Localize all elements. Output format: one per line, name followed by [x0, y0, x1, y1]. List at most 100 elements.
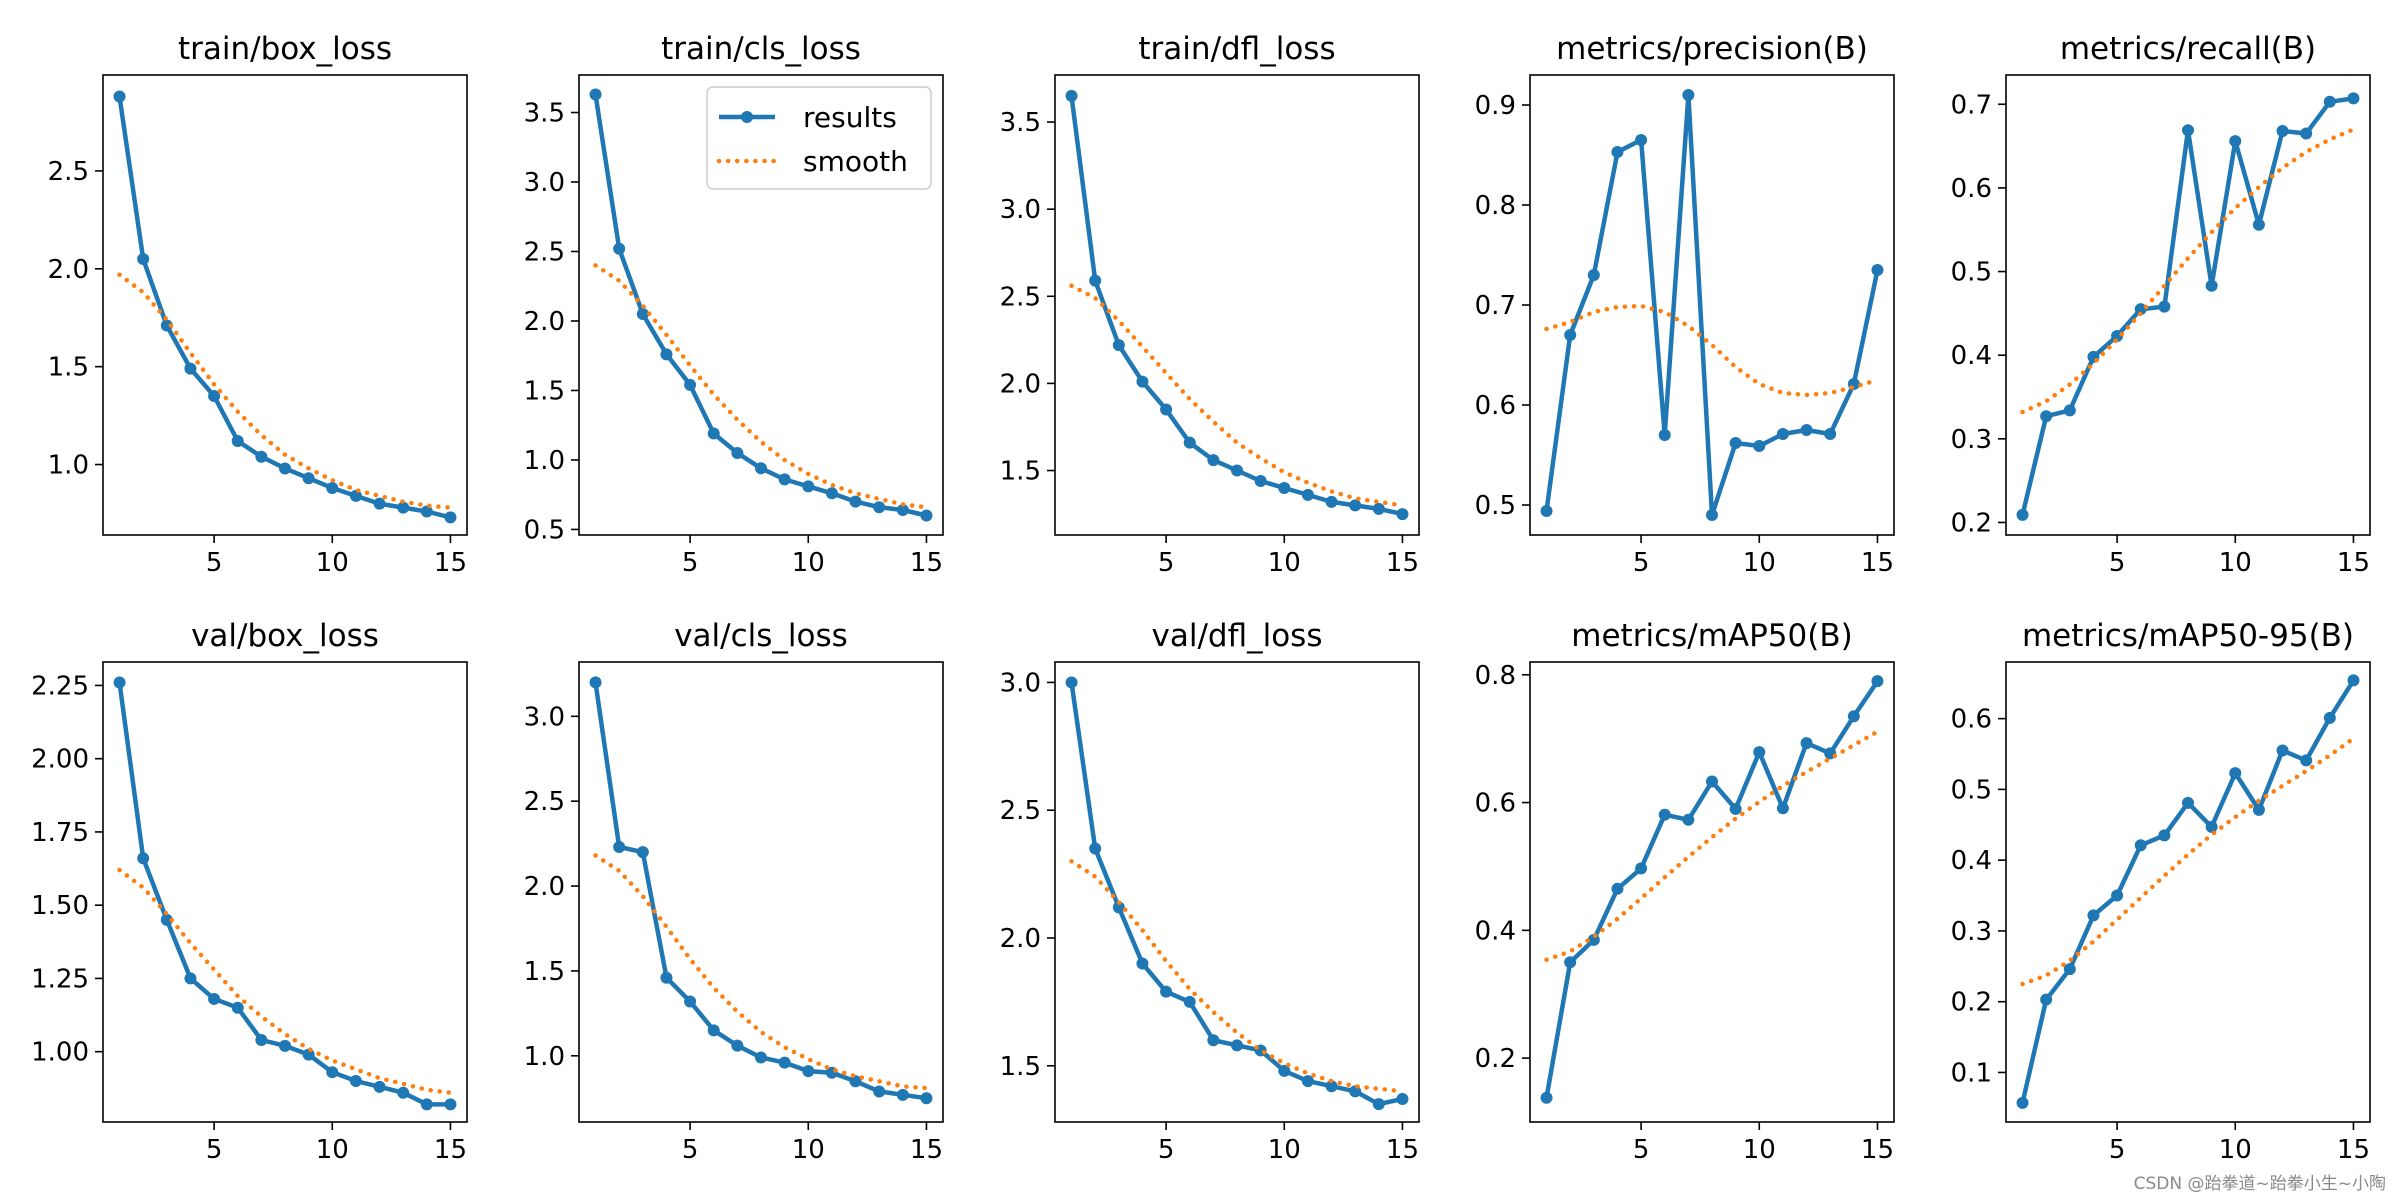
results-point — [1325, 495, 1338, 508]
y-tick-label: 2.5 — [524, 787, 565, 817]
x-tick-label: 5 — [1158, 548, 1175, 578]
y-tick-label: 0.4 — [1475, 916, 1516, 946]
subplot-train-box-loss: train/box_loss 5 10 15 1.0 1.5 2.0 2.5 — [48, 31, 468, 578]
axes-frame — [2005, 74, 2371, 536]
y-tick-label: 1.0 — [524, 1042, 565, 1072]
results-point — [2134, 839, 2147, 852]
results-point — [2016, 1096, 2029, 1109]
axes-frame — [578, 74, 944, 536]
axes-frame — [578, 661, 944, 1123]
results-point — [660, 348, 673, 361]
results-point — [420, 1098, 433, 1111]
smooth-series-line — [1069, 859, 1405, 1094]
legend: results smooth — [706, 86, 932, 190]
results-point — [160, 319, 173, 332]
x-tick-label: 10 — [316, 1135, 349, 1165]
results-point — [1564, 956, 1577, 969]
subplot-title: val/dfl_loss — [1152, 618, 1323, 654]
subplot-title: val/cls_loss — [674, 618, 848, 654]
x-tick-label: 5 — [682, 548, 699, 578]
x-tick-label: 10 — [316, 548, 349, 578]
x-tick-label: 15 — [1861, 1135, 1894, 1165]
results-point — [1183, 995, 1196, 1008]
results-point — [802, 480, 815, 493]
y-tick-label: 2.0 — [524, 307, 565, 337]
results-point — [1278, 481, 1291, 494]
results-point — [1540, 1091, 1553, 1104]
results-point — [849, 1075, 862, 1088]
y-tick-label: 1.5 — [1000, 1052, 1041, 1082]
y-tick-label: 2.25 — [31, 671, 89, 701]
y-tick-label: 1.75 — [31, 818, 89, 848]
results-point — [1254, 474, 1267, 487]
results-point — [920, 1092, 933, 1105]
axes-frame — [102, 661, 468, 1123]
y-tick-label: 0.3 — [1951, 917, 1992, 947]
x-tick-label: 10 — [2219, 1135, 2252, 1165]
smooth-series-line — [1544, 303, 1880, 398]
axes-frame — [1529, 661, 1895, 1123]
results-point — [2276, 744, 2289, 757]
subplot-train-cls-loss: train/cls_loss 5 10 15 0.5 1.0 1.5 2.0 2.5 3.0 3.5… — [524, 31, 944, 578]
y-tick-label: 0.2 — [1951, 988, 1992, 1018]
smooth-series-line — [593, 263, 929, 510]
y-tick-label: 0.4 — [1951, 341, 1992, 371]
y-tick-label: 2.5 — [524, 237, 565, 267]
results-point — [636, 846, 649, 859]
y-tick-label: 0.4 — [1951, 846, 1992, 876]
results-point — [1065, 89, 1078, 102]
results-point — [2347, 674, 2360, 687]
results-point — [208, 390, 221, 403]
results-point — [1112, 901, 1125, 914]
results-point — [2347, 92, 2360, 105]
smooth-series-line — [1544, 729, 1880, 962]
results-point — [1183, 436, 1196, 449]
results-point — [1635, 134, 1648, 146]
x-tick-label: 10 — [1268, 548, 1301, 578]
results-point — [1136, 375, 1149, 388]
results-point — [1753, 440, 1766, 452]
results-point — [660, 971, 673, 984]
results-point — [1112, 339, 1125, 352]
results-point — [589, 88, 602, 101]
y-tick-label: 0.2 — [1475, 1044, 1516, 1074]
results-point — [2252, 218, 2265, 231]
results-point — [707, 1024, 720, 1037]
x-tick-label: 10 — [1743, 548, 1776, 578]
results-point — [1396, 508, 1409, 521]
subplot-title: metrics/mAP50-95(B) — [2022, 618, 2354, 654]
results-point — [326, 482, 339, 495]
y-tick-label: 0.6 — [1951, 174, 1992, 204]
y-tick-label: 1.5 — [524, 376, 565, 406]
x-tick-label: 10 — [1268, 1135, 1301, 1165]
results-series-line — [1544, 92, 1880, 518]
results-point — [184, 362, 197, 375]
x-tick-label: 15 — [2337, 1135, 2370, 1165]
subplot-train-dfl-loss: train/dfl_loss 5 10 15 1.5 2.0 2.5 3.0 3.5 — [1000, 31, 1420, 578]
results-point — [420, 505, 433, 518]
watermark: CSDN @跆拳道~跆拳小生~小陶 — [2133, 1174, 2386, 1194]
results-point — [1089, 274, 1102, 287]
y-tick-label: 0.9 — [1475, 91, 1516, 121]
results-point — [802, 1065, 815, 1078]
x-tick-label: 5 — [1633, 548, 1650, 578]
y-tick-label: 1.25 — [31, 964, 89, 994]
results-point — [349, 1074, 362, 1087]
smooth-series-line — [2020, 736, 2356, 987]
results-point — [1396, 1093, 1409, 1105]
results-point — [1540, 505, 1553, 517]
results-point — [2016, 508, 2029, 521]
results-point — [279, 1039, 291, 1052]
results-point — [920, 509, 933, 522]
results-point — [2229, 767, 2242, 780]
x-tick-label: 10 — [2219, 548, 2252, 578]
results-point — [1207, 454, 1220, 467]
x-tick-label: 5 — [2109, 548, 2126, 578]
results-point — [613, 242, 626, 255]
y-tick-label: 0.5 — [1951, 775, 1992, 805]
x-tick-label: 15 — [434, 1135, 467, 1165]
results-point — [2040, 993, 2053, 1006]
results-point — [326, 1066, 339, 1079]
subplot-title: metrics/mAP50(B) — [1571, 618, 1852, 654]
results-point — [1706, 509, 1718, 521]
